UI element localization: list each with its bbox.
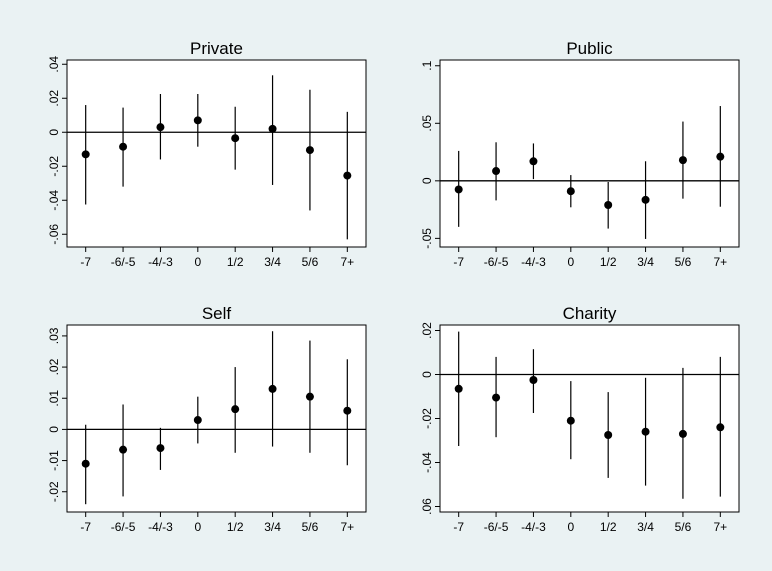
x-tick-label: 0 (567, 255, 574, 269)
panel-title: Self (202, 304, 232, 323)
y-tick-label: 0 (420, 371, 434, 378)
point-estimate (81, 150, 90, 159)
x-tick-label: -7 (453, 520, 464, 534)
point-estimate (716, 152, 725, 161)
panel-private: Private -.06 -.04 -.02 0 .02 .04 -7 -6/-5 -4/-3 0… (47, 39, 367, 269)
y-tick-label: -.02 (47, 481, 61, 502)
point-estimate (716, 423, 725, 432)
point-estimate (305, 392, 314, 401)
y-tick-label: -.01 (47, 450, 61, 471)
point-estimate (119, 142, 128, 151)
y-tick-label: .02 (47, 358, 61, 375)
y-tick-label: -.02 (47, 156, 61, 177)
point-estimate (492, 167, 501, 176)
y-tick-label: -.04 (47, 190, 61, 211)
x-tick-label: 1/2 (600, 255, 617, 269)
x-tick-label: -6/-5 (484, 520, 509, 534)
y-tick-label: 0 (420, 177, 434, 184)
y-tick-label: .04 (47, 56, 61, 73)
point-estimate (119, 445, 128, 454)
point-estimate (343, 171, 352, 180)
x-tick-label: -6/-5 (111, 520, 136, 534)
point-estimate (305, 146, 314, 155)
x-tick-label: 7+ (340, 520, 354, 534)
y-tick-label: .06 (420, 498, 434, 515)
point-estimate (678, 156, 687, 165)
point-estimate (193, 116, 202, 125)
x-tick-label: 1/2 (227, 255, 244, 269)
panel-title: Private (190, 39, 243, 58)
point-estimate (454, 185, 463, 194)
point-estimate (604, 200, 613, 209)
x-tick-label: 5/6 (302, 255, 319, 269)
point-estimate (641, 195, 650, 204)
point-estimate (641, 427, 650, 436)
point-estimate (81, 459, 90, 468)
y-tick-label: -.05 (420, 228, 434, 249)
x-tick-label: -4/-3 (148, 520, 173, 534)
x-tick-label: 5/6 (302, 520, 319, 534)
point-estimate (156, 444, 165, 453)
y-tick-label: .1 (420, 60, 434, 70)
y-tick-label: -.04 (420, 452, 434, 473)
panel-title: Charity (563, 304, 617, 323)
y-tick-label: .05 (420, 115, 434, 132)
y-tick-label: -.06 (47, 224, 61, 245)
point-estimate (529, 376, 538, 384)
x-tick-label: -4/-3 (148, 255, 173, 269)
x-tick-label: -4/-3 (521, 255, 546, 269)
panel-charity: Charity .06 -.04 -.02 0 .02 -7 -6/-5 -4/-3 0 1/2 3… (420, 304, 740, 534)
x-tick-label: -6/-5 (111, 255, 136, 269)
x-tick-label: -7 (80, 255, 91, 269)
x-tick-label: 1/2 (227, 520, 244, 534)
x-tick-label: 5/6 (675, 520, 692, 534)
point-estimate (678, 429, 687, 438)
panel-public: Public -.05 0 .05 .1 -7 -6/-5 -4/-3 0 1/2 3/4 5/6 7… (420, 39, 740, 269)
point-estimate (604, 431, 613, 439)
y-tick-label: 0 (47, 426, 61, 433)
y-tick-label: .02 (47, 90, 61, 107)
point-estimate (566, 416, 575, 425)
point-estimate (156, 123, 165, 132)
y-tick-label: .03 (47, 327, 61, 344)
x-tick-label: 7+ (713, 520, 727, 534)
point-estimate (231, 405, 240, 414)
plot-area (439, 324, 740, 513)
point-estimate (454, 384, 463, 393)
x-tick-label: 3/4 (264, 520, 281, 534)
point-estimate (231, 134, 240, 143)
x-tick-label: 3/4 (264, 255, 281, 269)
x-tick-label: 0 (194, 520, 201, 534)
point-estimate (566, 187, 575, 196)
x-tick-label: 1/2 (600, 520, 617, 534)
x-tick-label: 3/4 (637, 255, 654, 269)
plot-area (439, 59, 740, 248)
y-tick-label: 0 (47, 129, 61, 136)
point-estimate (193, 416, 202, 425)
x-tick-label: 5/6 (675, 255, 692, 269)
y-tick-label: .02 (420, 322, 434, 339)
x-tick-label: -7 (453, 255, 464, 269)
x-tick-label: 0 (567, 520, 574, 534)
plot-area (66, 324, 367, 513)
point-estimate (529, 157, 538, 166)
x-tick-label: 0 (194, 255, 201, 269)
point-estimate (492, 393, 501, 402)
panel-self: Self -.02 -.01 0 .01 .02 .03 -7 -6/-5 -4/-3 0 1/2 3… (47, 304, 367, 534)
point-estimate (343, 406, 352, 415)
x-tick-label: -6/-5 (484, 255, 509, 269)
point-estimate (268, 384, 277, 393)
x-tick-label: -7 (80, 520, 91, 534)
y-tick-label: .01 (47, 390, 61, 407)
x-tick-label: -4/-3 (521, 520, 546, 534)
panel-title: Public (566, 39, 613, 58)
x-tick-label: 3/4 (637, 520, 654, 534)
x-tick-label: 7+ (713, 255, 727, 269)
x-tick-label: 7+ (340, 255, 354, 269)
y-tick-label: -.02 (420, 408, 434, 429)
point-estimate (268, 124, 277, 133)
plot-area (66, 59, 367, 248)
